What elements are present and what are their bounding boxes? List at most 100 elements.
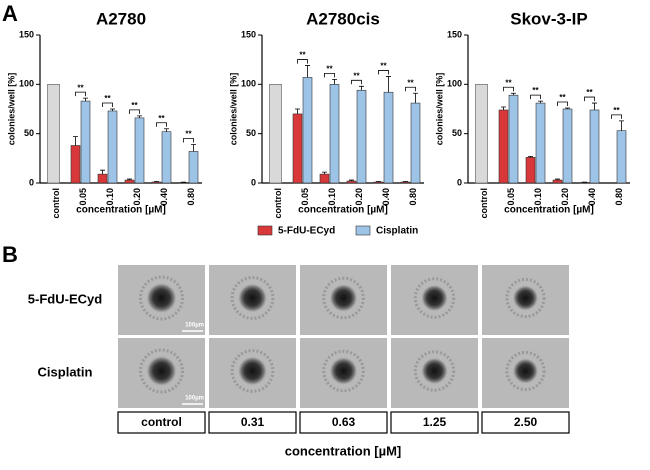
error-bar <box>305 66 310 78</box>
x-tick-label: control <box>51 188 61 219</box>
spheroid <box>147 356 177 386</box>
bar <box>108 111 117 183</box>
bar <box>98 174 107 183</box>
y-axis-label: colonies/well [%] <box>6 73 16 146</box>
x-tick-label: 0.05 <box>300 188 310 206</box>
y-tick-label: 150 <box>241 29 256 39</box>
significance-label: ** <box>353 71 360 80</box>
scale-bar-label: 100µm <box>185 323 204 329</box>
bar <box>71 146 80 183</box>
bar <box>125 180 134 183</box>
spheroid <box>513 358 538 383</box>
legend-label: 5-FdU-ECyd <box>278 226 335 237</box>
x-tick-label: 0.20 <box>132 188 142 206</box>
significance-bracket <box>103 103 113 107</box>
bar <box>384 92 393 183</box>
significance-bracket <box>558 102 568 106</box>
significance-label: ** <box>104 94 111 103</box>
scale-bar-label: 100µm <box>185 396 204 402</box>
bar <box>401 182 410 183</box>
bar <box>374 182 383 183</box>
legend-swatch <box>258 226 272 235</box>
spheroid <box>330 357 358 385</box>
significance-bracket <box>184 139 194 143</box>
significance-label: ** <box>532 86 539 95</box>
column-label: 2.50 <box>514 415 538 429</box>
x-tick-label: 0.40 <box>159 188 169 206</box>
x-axis-label: concentration [µM] <box>298 205 388 216</box>
bar <box>590 110 599 183</box>
significance-bracket <box>585 97 595 101</box>
row-label: Cisplatin <box>38 364 93 379</box>
significance-bracket <box>352 80 362 84</box>
significance-label: ** <box>559 93 566 102</box>
y-tick-label: 0 <box>457 177 462 187</box>
error-bar <box>164 129 169 132</box>
bar <box>189 151 198 183</box>
bar <box>553 180 562 183</box>
bar <box>347 181 356 183</box>
x-tick-label: 0.80 <box>408 188 418 206</box>
bar <box>81 101 90 183</box>
bar <box>303 77 312 183</box>
significance-bracket <box>406 87 416 91</box>
significance-bracket <box>612 115 622 119</box>
significance-bracket <box>130 110 140 114</box>
x-tick-label: control <box>273 188 283 219</box>
y-tick-label: 0 <box>251 177 256 187</box>
bar <box>617 131 626 183</box>
x-tick-label: control <box>479 188 489 219</box>
bar <box>152 182 161 183</box>
x-tick-label: 0.10 <box>105 188 115 206</box>
column-label: control <box>141 415 182 429</box>
significance-label: ** <box>407 78 414 87</box>
spheroid <box>330 284 358 312</box>
panel-label: A <box>2 1 18 26</box>
bar <box>411 103 420 183</box>
control-bar <box>270 84 282 183</box>
x-axis-label: concentration [µM] <box>76 205 166 216</box>
x-tick-label: 0.40 <box>381 188 391 206</box>
significance-label: ** <box>185 130 192 139</box>
y-tick-label: 50 <box>246 128 256 138</box>
significance-bracket <box>504 87 514 91</box>
x-tick-label: 0.40 <box>587 188 597 206</box>
bar <box>357 90 366 183</box>
bar <box>135 118 144 183</box>
error-bar <box>386 76 391 92</box>
y-axis-label: colonies/well [%] <box>434 73 444 146</box>
error-bar <box>295 109 300 114</box>
y-tick-label: 100 <box>241 79 256 89</box>
y-tick-label: 0 <box>29 177 34 187</box>
x-tick-label: 0.20 <box>560 188 570 206</box>
x-tick-label: 0.10 <box>327 188 337 206</box>
x-tick-label: 0.80 <box>186 188 196 206</box>
error-bar <box>191 145 196 152</box>
y-tick-label: 50 <box>24 128 34 138</box>
bar <box>563 109 572 183</box>
x-tick-label: 0.05 <box>78 188 88 206</box>
error-bar <box>100 170 105 174</box>
x-tick-label: 0.10 <box>533 188 543 206</box>
y-tick-label: 100 <box>19 79 34 89</box>
error-bar <box>413 93 418 103</box>
bar <box>330 84 339 183</box>
panel-label: B <box>2 242 18 267</box>
significance-bracket <box>531 95 541 99</box>
chart-title: Skov-3-IP <box>510 9 587 28</box>
spheroid <box>513 285 538 310</box>
bar <box>162 132 171 183</box>
error-bar <box>359 86 364 90</box>
significance-label: ** <box>77 83 84 92</box>
control-bar <box>48 84 60 183</box>
spheroid <box>147 283 177 313</box>
significance-label: ** <box>158 114 165 123</box>
error-bar <box>332 79 337 84</box>
significance-bracket <box>325 73 335 77</box>
legend-label: Cisplatin <box>376 226 418 237</box>
bar <box>293 114 302 183</box>
error-bar <box>619 121 624 131</box>
significance-label: ** <box>380 62 387 71</box>
